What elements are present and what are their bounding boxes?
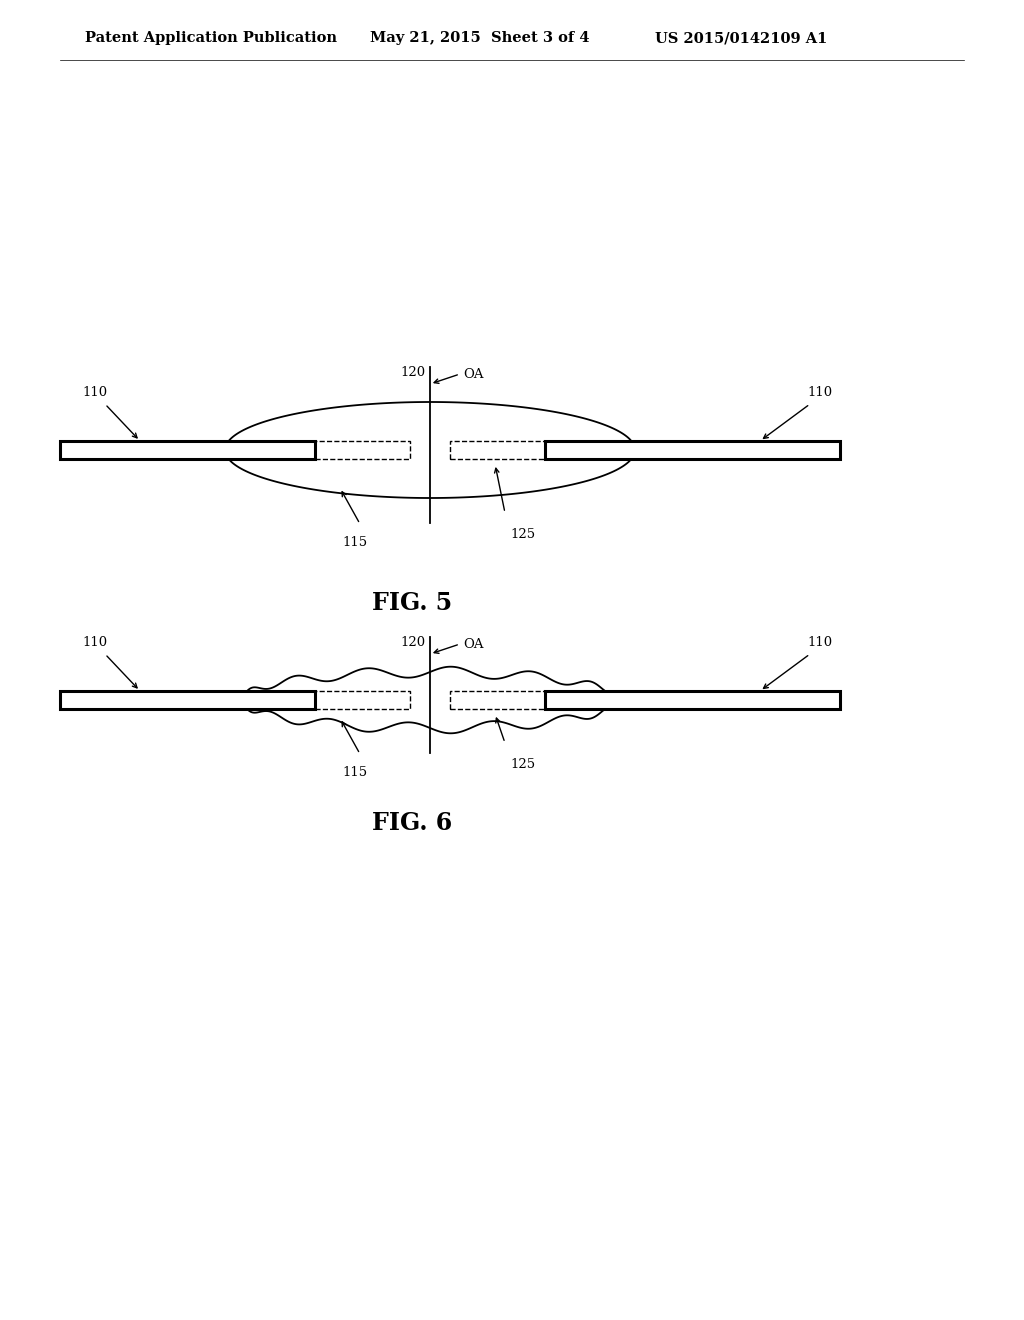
Text: 110: 110 [83,385,108,399]
Text: Patent Application Publication: Patent Application Publication [85,30,337,45]
Text: 125: 125 [510,758,536,771]
Text: 115: 115 [342,766,368,779]
Text: US 2015/0142109 A1: US 2015/0142109 A1 [655,30,827,45]
Text: 120: 120 [400,635,426,648]
Text: 110: 110 [808,385,833,399]
Text: 125: 125 [510,528,536,541]
Text: 120: 120 [400,366,426,379]
Text: 110: 110 [808,636,833,649]
Text: 115: 115 [342,536,368,549]
Polygon shape [225,403,635,498]
Text: OA: OA [463,367,483,380]
Text: May 21, 2015  Sheet 3 of 4: May 21, 2015 Sheet 3 of 4 [370,30,590,45]
Polygon shape [545,441,840,459]
Polygon shape [240,667,620,734]
Text: OA: OA [463,638,483,651]
Text: 110: 110 [83,636,108,649]
Polygon shape [545,690,840,709]
Polygon shape [60,690,315,709]
Polygon shape [60,441,315,459]
Text: FIG. 5: FIG. 5 [372,591,452,615]
Text: FIG. 6: FIG. 6 [372,810,453,836]
